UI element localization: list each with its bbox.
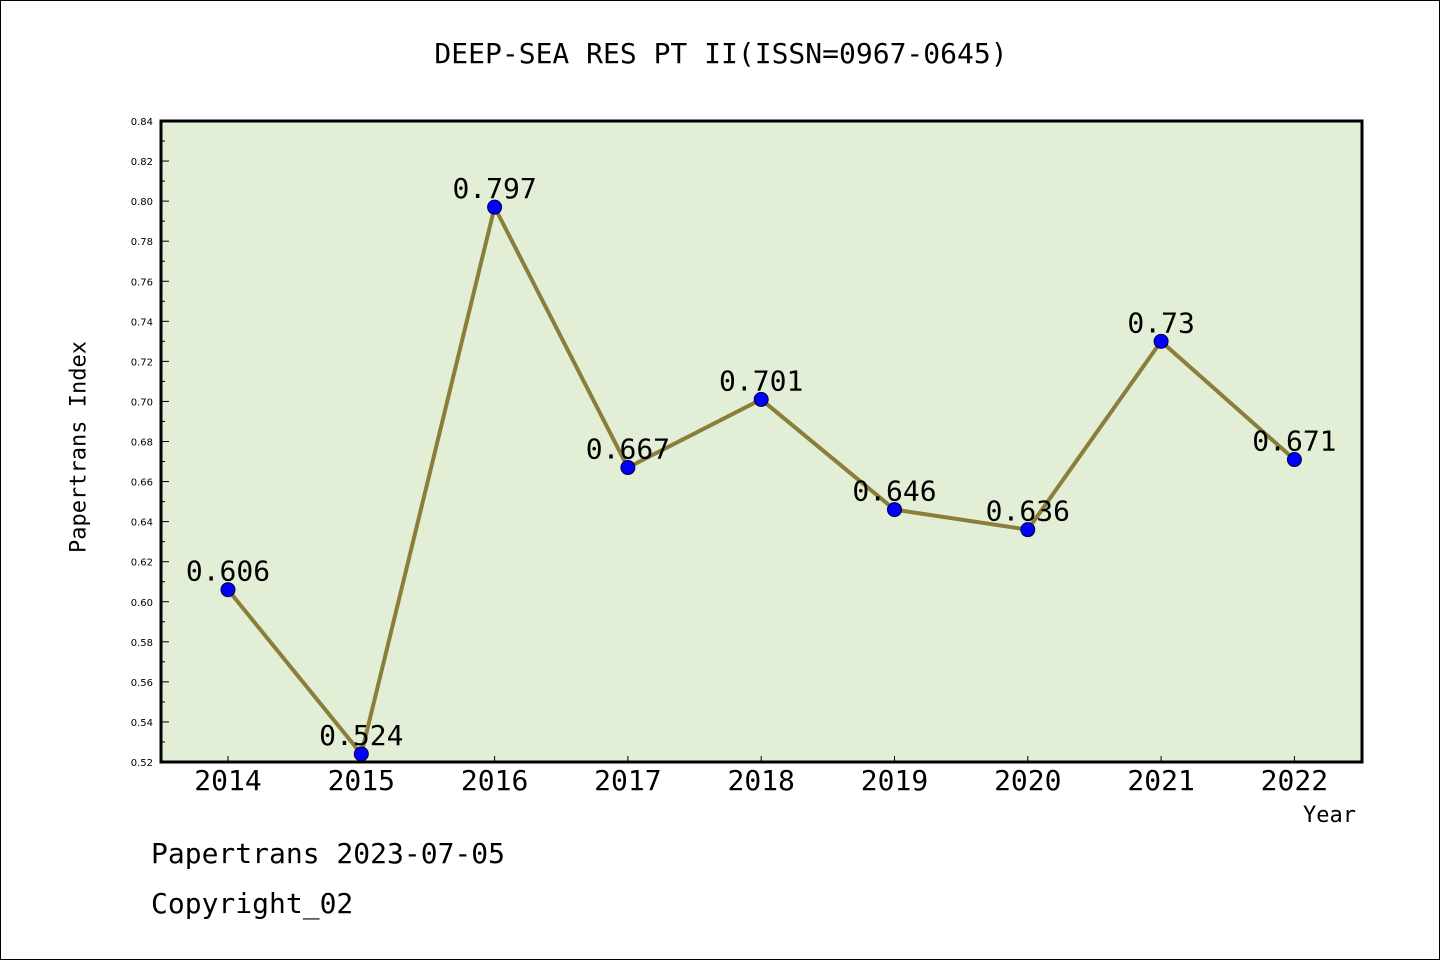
data-point — [1020, 522, 1036, 538]
data-point — [1153, 333, 1169, 349]
x-tick-label: 2020 — [994, 764, 1061, 797]
data-label: 0.671 — [1252, 425, 1336, 458]
plot-border — [159, 119, 1364, 764]
x-tick-label: 2018 — [727, 764, 794, 797]
y-tick-label: 0.78 — [131, 237, 153, 248]
data-point — [753, 391, 769, 407]
y-tick-label: 0.74 — [131, 317, 153, 328]
data-label: 0.667 — [586, 433, 670, 466]
data-point — [620, 460, 636, 476]
data-label: 0.646 — [852, 475, 936, 508]
y-tick-label: 0.84 — [131, 117, 153, 128]
data-label: 0.73 — [1127, 306, 1194, 339]
x-tick-label: 2014 — [194, 764, 261, 797]
footer-date: Papertrans 2023-07-05 — [151, 837, 506, 870]
y-tick-label: 0.76 — [131, 277, 153, 288]
data-point — [220, 582, 236, 598]
data-point — [1286, 452, 1302, 468]
y-tick-label: 0.56 — [131, 678, 153, 689]
footer-copyright: Copyright_02 — [151, 887, 354, 920]
data-label: 0.636 — [986, 495, 1070, 528]
x-tick-label: 2015 — [328, 764, 395, 797]
y-tick-label: 0.52 — [131, 758, 153, 769]
y-tick-label: 0.72 — [131, 357, 153, 368]
data-label: 0.606 — [186, 555, 270, 588]
x-tick-label: 2017 — [594, 764, 661, 797]
y-tick-label: 0.68 — [131, 438, 153, 449]
x-tick-label: 2021 — [1127, 764, 1194, 797]
x-axis-label: Year — [1303, 803, 1356, 828]
y-tick-label: 0.54 — [131, 718, 153, 729]
data-point — [487, 199, 503, 215]
y-tick-label: 0.82 — [131, 157, 153, 168]
y-tick-label: 0.62 — [131, 558, 153, 569]
y-tick-label: 0.64 — [131, 518, 153, 529]
x-tick-label: 2022 — [1261, 764, 1328, 797]
chart-title: DEEP-SEA RES PT II(ISSN=0967-0645) — [434, 37, 1008, 70]
x-tick-label: 2019 — [861, 764, 928, 797]
data-label: 0.524 — [319, 719, 403, 752]
y-tick-label: 0.70 — [131, 397, 153, 408]
plot-area — [161, 121, 1362, 762]
data-point — [887, 502, 902, 518]
y-tick-label: 0.66 — [131, 478, 153, 489]
data-label: 0.701 — [719, 364, 803, 397]
y-tick-label: 0.58 — [131, 638, 153, 649]
data-label: 0.797 — [452, 172, 536, 205]
x-tick-label: 2016 — [461, 764, 528, 797]
y-tick-label: 0.60 — [131, 598, 153, 609]
y-tick-label: 0.80 — [131, 197, 153, 208]
